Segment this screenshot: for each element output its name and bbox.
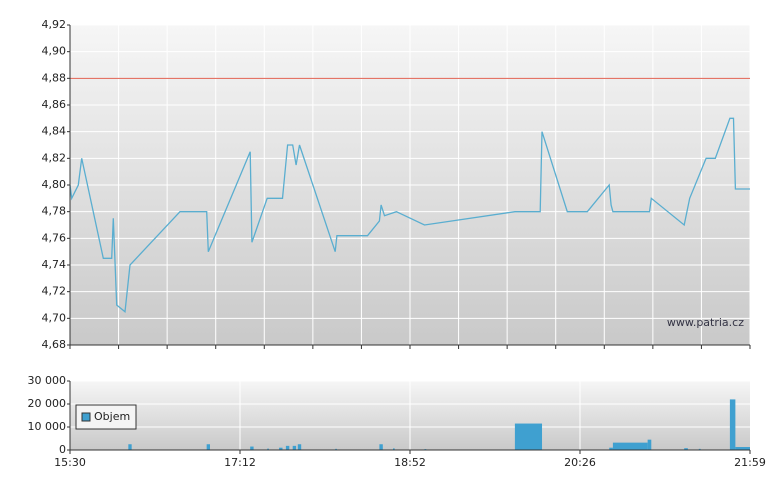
x-tick-label: 15:30: [54, 456, 86, 469]
volume-bar: [647, 439, 652, 450]
y-tick-label: 4,74: [42, 258, 67, 271]
volume-bar: [729, 399, 736, 450]
watermark: www.patria.cz: [667, 316, 744, 329]
volume-bar: [250, 446, 254, 450]
x-tick-label: 18:52: [394, 456, 426, 469]
legend-swatch: [81, 412, 91, 422]
x-tick-label: 21:59: [734, 456, 766, 469]
y-tick-label: 4,88: [42, 71, 67, 84]
volume-bar: [285, 445, 290, 450]
volume-bar: [612, 442, 648, 450]
volume-bar: [267, 448, 269, 450]
y-tick-label: 4,76: [42, 231, 67, 244]
volume-bar: [698, 448, 701, 450]
volume-bar: [292, 445, 297, 450]
y-tick-label: 20 000: [28, 397, 67, 410]
y-tick-label: 0: [59, 443, 66, 456]
volume-bar: [206, 444, 210, 450]
x-tick-label: 20:26: [564, 456, 596, 469]
volume-bar: [297, 444, 302, 450]
y-tick-label: 4,84: [42, 125, 67, 138]
volume-bar: [393, 448, 395, 450]
y-tick-label: 4,78: [42, 205, 67, 218]
y-tick-label: 4,90: [42, 45, 67, 58]
y-tick-label: 30 000: [28, 374, 67, 387]
y-tick-label: 4,68: [42, 338, 67, 351]
x-tick-label: 17:12: [224, 456, 256, 469]
y-tick-label: 4,72: [42, 285, 67, 298]
y-tick-label: 4,92: [42, 18, 67, 31]
volume-bar: [279, 447, 283, 450]
volume-bar: [684, 448, 688, 450]
price-line: [69, 117, 750, 313]
volume-bar: [379, 444, 383, 450]
volume-bar: [609, 447, 613, 450]
volume-bar: [128, 444, 132, 450]
y-tick-label: 4,70: [42, 311, 67, 324]
volume-bar: [514, 423, 543, 450]
y-tick-label: 4,80: [42, 178, 67, 191]
y-tick-label: 4,82: [42, 151, 67, 164]
legend-label: Objem: [94, 410, 130, 423]
y-tick-label: 10 000: [28, 420, 67, 433]
volume-bar: [735, 447, 750, 450]
volume-bar: [335, 448, 337, 450]
y-tick-label: 4,86: [42, 98, 67, 111]
